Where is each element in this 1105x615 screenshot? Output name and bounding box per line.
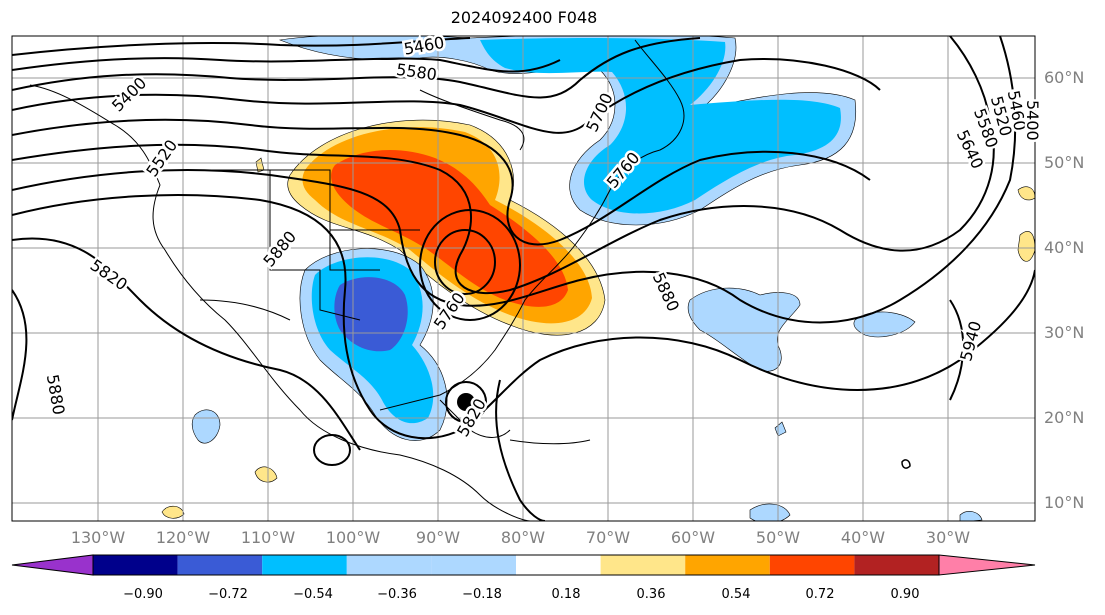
lon-label: 110°W [240, 528, 296, 547]
storm-center-marker [457, 393, 475, 411]
colorbar-tick-label: 0.72 [805, 587, 835, 602]
colorbar-tick-label: 0.18 [551, 587, 581, 602]
contour-label: 5880 [649, 269, 683, 314]
closed-low-contours [313, 209, 911, 469]
colorbar-bin [769, 555, 855, 575]
colorbar-tick-label: −0.90 [123, 587, 163, 602]
colorbar-bin [346, 555, 432, 575]
warm-anomaly-small [161, 157, 1035, 519]
map-frame [11, 35, 1036, 522]
lon-label: 40°W [840, 528, 886, 547]
cool-anomaly-atlantic [687, 287, 801, 372]
lat-label: 40°N [1044, 238, 1085, 257]
lon-label: 120°W [155, 528, 211, 547]
colorbar-tick-label: −0.54 [293, 587, 333, 602]
colorbar-tick-label: 0.36 [636, 587, 666, 602]
graticule [12, 36, 1035, 521]
lat-label: 60°N [1044, 68, 1085, 87]
colorbar-tick-label: 0.90 [890, 587, 920, 602]
contour-label: 5400 [1023, 100, 1042, 141]
lon-label: 60°W [670, 528, 716, 547]
plot-title: 2024092400 F048 [450, 8, 598, 27]
colorbar-bin [177, 555, 263, 575]
cool-anomaly-north-mid [480, 38, 841, 214]
lat-label: 30°N [1044, 323, 1085, 342]
contour-label: 5460 [402, 33, 445, 59]
warm-anomaly-core [331, 149, 568, 307]
colorbar-bin [685, 555, 770, 575]
cool-anomaly-shading [191, 36, 983, 521]
contour-label: 5580 [395, 60, 438, 84]
contour-label: 5520 [142, 136, 181, 180]
lon-label: 30°W [925, 528, 971, 547]
lat-label: 20°N [1044, 408, 1085, 427]
colorbar-bin [854, 555, 939, 575]
contour-label: 5880 [259, 227, 300, 270]
colorbar-tick-label: −0.72 [208, 587, 248, 602]
contour-label: 5880 [43, 373, 69, 416]
lon-label: 70°W [585, 528, 631, 547]
lon-label: 80°W [500, 528, 546, 547]
contour-label: 5820 [87, 255, 131, 294]
colorbar-tick-label: −0.36 [377, 587, 417, 602]
cool-anomaly-pacific [191, 409, 221, 444]
lat-label: 50°N [1044, 153, 1085, 172]
colorbar-bin [516, 555, 601, 575]
colorbar-extend-left [11, 554, 94, 576]
lat-label: 10°N [1044, 493, 1085, 512]
colorbar-tick-label: 0.54 [721, 587, 751, 602]
colorbar-bin [431, 555, 516, 575]
lon-label: 90°W [415, 528, 461, 547]
cool-anomaly-south [749, 503, 791, 521]
colorbar [11, 554, 1036, 576]
cool-anomaly-east [853, 311, 916, 338]
lon-label: 100°W [325, 528, 381, 547]
colorbar-bin [93, 555, 178, 575]
lon-label: 130°W [70, 528, 126, 547]
colorbar-bin [600, 555, 686, 575]
height-contours [12, 36, 1035, 521]
colorbar-bin [262, 555, 347, 575]
lon-label: 50°W [755, 528, 801, 547]
colorbar-extend-right [938, 554, 1036, 576]
colorbar-tick-label: −0.18 [462, 587, 502, 602]
